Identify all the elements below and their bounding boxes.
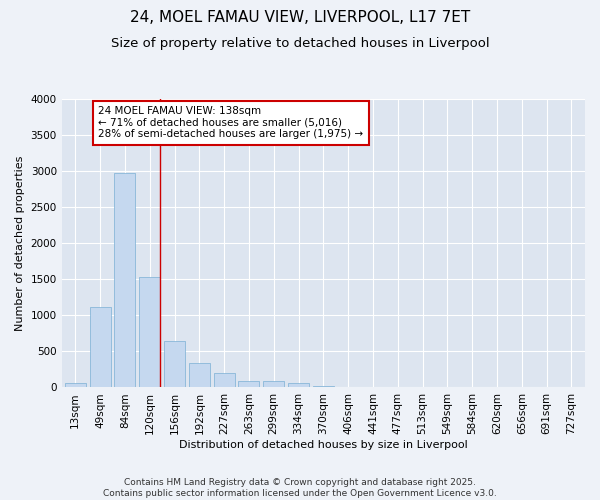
Bar [263, 381, 284, 388]
Bar [89, 308, 110, 388]
Text: Size of property relative to detached houses in Liverpool: Size of property relative to detached ho… [110, 38, 490, 51]
Bar [115, 174, 136, 388]
Bar [288, 383, 309, 388]
Bar [338, 386, 359, 388]
Bar [214, 374, 235, 388]
Text: Contains HM Land Registry data © Crown copyright and database right 2025.
Contai: Contains HM Land Registry data © Crown c… [103, 478, 497, 498]
Bar [164, 340, 185, 388]
Bar [238, 380, 259, 388]
Bar [139, 277, 160, 388]
Bar [65, 384, 86, 388]
Y-axis label: Number of detached properties: Number of detached properties [15, 156, 25, 331]
Bar [313, 386, 334, 388]
Bar [189, 363, 210, 388]
X-axis label: Distribution of detached houses by size in Liverpool: Distribution of detached houses by size … [179, 440, 468, 450]
Text: 24, MOEL FAMAU VIEW, LIVERPOOL, L17 7ET: 24, MOEL FAMAU VIEW, LIVERPOOL, L17 7ET [130, 10, 470, 25]
Bar [362, 386, 383, 388]
Text: 24 MOEL FAMAU VIEW: 138sqm
← 71% of detached houses are smaller (5,016)
28% of s: 24 MOEL FAMAU VIEW: 138sqm ← 71% of deta… [98, 106, 364, 140]
